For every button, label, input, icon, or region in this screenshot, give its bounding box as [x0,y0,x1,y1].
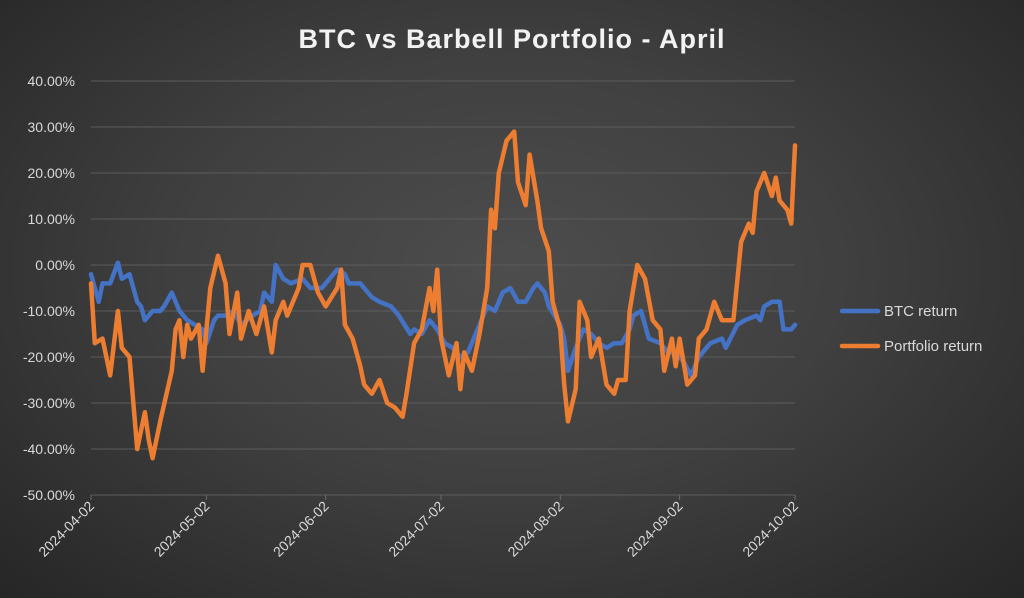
y-tick-label: -10.00% [23,303,75,319]
series-line-portfolio-return [88,129,798,461]
chart-title: BTC vs Barbell Portfolio - April [298,24,725,54]
y-tick-label: -40.00% [23,441,75,457]
x-tick-label: 2024-07-02 [385,498,447,560]
y-tick-label: -30.00% [23,395,75,411]
x-tick-label: 2024-04-02 [35,498,97,560]
y-axis-ticks: 40.00% 30.00% 20.00% 10.00% 0.00% -10.00% -20.… [23,73,75,503]
series-lines [88,129,798,461]
gridlines [91,80,795,496]
y-tick-label: -50.00% [23,487,75,503]
y-tick-label: 20.00% [28,165,75,181]
x-tick-label: 2024-08-02 [504,498,566,560]
legend: BTC return Portfolio return [839,303,982,355]
x-tick-label: 2024-05-02 [151,498,213,560]
legend-label: BTC return [884,303,957,320]
x-tick-label: 2024-10-02 [739,498,801,560]
x-tick-label: 2024-09-02 [624,498,686,560]
y-tick-label: 30.00% [28,119,75,135]
x-tick-label: 2024-06-02 [270,498,332,560]
legend-label: Portfolio return [884,338,982,355]
y-tick-label: 10.00% [28,211,75,227]
y-tick-label: -20.00% [23,349,75,365]
x-axis-ticks: 2024-04-02 2024-05-02 2024-06-02 2024-07-02… [35,495,801,560]
y-tick-label: 40.00% [28,73,75,89]
y-tick-label: 0.00% [35,257,75,273]
